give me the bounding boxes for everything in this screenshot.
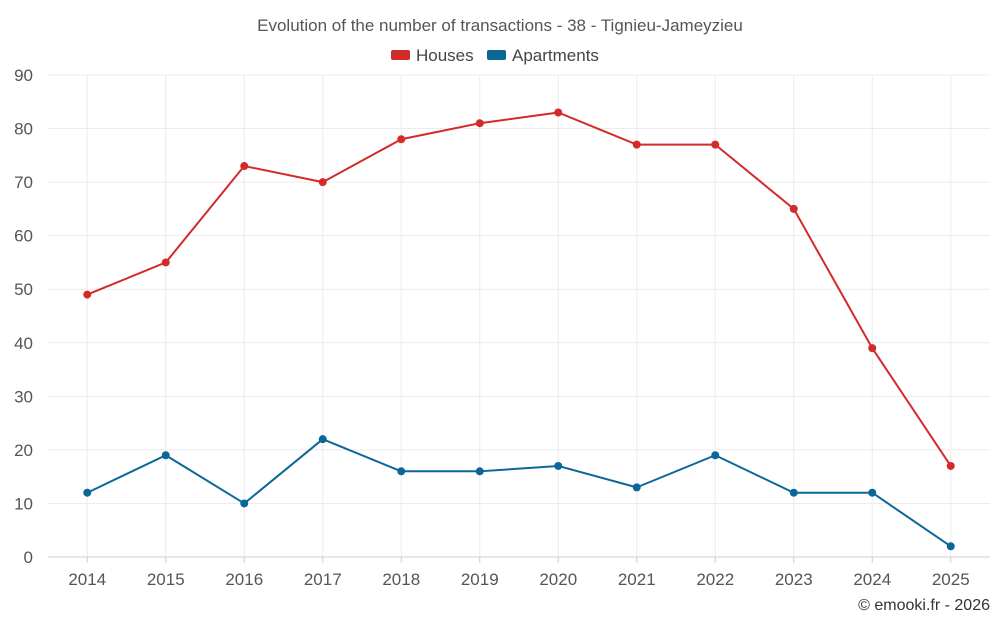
data-point-houses[interactable] [161, 258, 170, 267]
series [83, 108, 955, 551]
data-point-apartments[interactable] [554, 461, 563, 470]
data-point-houses[interactable] [475, 119, 484, 128]
data-point-houses[interactable] [789, 204, 798, 213]
x-tick-label: 2024 [853, 570, 891, 589]
data-point-apartments[interactable] [83, 488, 92, 497]
data-point-houses[interactable] [554, 108, 563, 117]
y-tick-label: 0 [24, 548, 33, 567]
data-point-houses[interactable] [632, 140, 641, 149]
data-point-apartments[interactable] [711, 451, 720, 460]
data-point-apartments[interactable] [397, 467, 406, 476]
x-tick-label: 2014 [68, 570, 106, 589]
y-tick-label: 50 [14, 280, 33, 299]
x-tick-label: 2015 [147, 570, 185, 589]
data-point-apartments[interactable] [318, 435, 327, 444]
axes: 0 10 20 30 40 50 60 70 80 90 2014 2015 2016 2017 2018 2… [14, 66, 990, 589]
data-point-houses[interactable] [83, 290, 92, 299]
x-tick-label: 2020 [539, 570, 577, 589]
x-tick-label: 2021 [618, 570, 656, 589]
chart-title: Evolution of the number of transactions … [257, 16, 743, 35]
y-tick-label: 10 [14, 494, 33, 513]
credit-text: © emooki.fr - 2026 [858, 597, 990, 614]
y-tick-label: 30 [14, 387, 33, 406]
legend-swatch-houses [391, 50, 410, 60]
legend: Houses Apartments [391, 46, 599, 65]
data-point-apartments[interactable] [946, 542, 955, 551]
data-point-houses[interactable] [318, 178, 327, 187]
data-point-apartments[interactable] [632, 483, 641, 492]
x-tick-label: 2019 [461, 570, 499, 589]
legend-item-apartments[interactable]: Apartments [487, 46, 599, 65]
legend-label-houses: Houses [416, 46, 474, 65]
x-tick-label: 2023 [775, 570, 813, 589]
series-line-apartments [86, 438, 952, 548]
series-line-houses [86, 111, 952, 467]
legend-label-apartments: Apartments [512, 46, 599, 65]
legend-item-houses[interactable]: Houses [391, 46, 474, 65]
data-point-houses[interactable] [946, 461, 955, 470]
x-tick-label: 2025 [932, 570, 970, 589]
x-tick-label: 2017 [304, 570, 342, 589]
legend-swatch-apartments [487, 50, 506, 60]
data-point-houses[interactable] [397, 135, 406, 144]
y-tick-label: 70 [14, 173, 33, 192]
data-point-apartments[interactable] [789, 488, 798, 497]
y-tick-label: 90 [14, 66, 33, 85]
x-tick-label: 2022 [696, 570, 734, 589]
grid [48, 74, 990, 557]
data-point-apartments[interactable] [161, 451, 170, 460]
data-point-houses[interactable] [240, 162, 249, 171]
data-point-houses[interactable] [711, 140, 720, 149]
y-tick-label: 20 [14, 441, 33, 460]
data-point-apartments[interactable] [475, 467, 484, 476]
data-point-apartments[interactable] [240, 499, 249, 508]
x-tick-label: 2016 [225, 570, 263, 589]
data-point-houses[interactable] [868, 344, 877, 353]
data-point-apartments[interactable] [868, 488, 877, 497]
x-tick-label: 2018 [382, 570, 420, 589]
y-tick-label: 40 [14, 334, 33, 353]
y-tick-label: 60 [14, 227, 33, 246]
y-tick-label: 80 [14, 120, 33, 139]
